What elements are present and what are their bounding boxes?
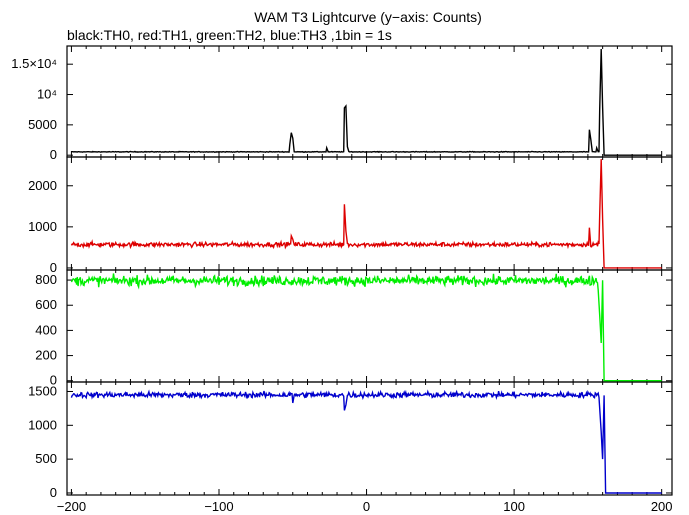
y-tick-label: 0	[50, 147, 57, 162]
panel-th0: 0 5000 10⁴ 1.5×10⁴	[11, 45, 673, 162]
x-tick-label: 100	[503, 499, 525, 514]
series-line-th3	[70, 389, 662, 494]
y-tick-label: 1000	[28, 417, 57, 432]
x-tick-label: −200	[57, 499, 86, 514]
y-tick-label: 400	[35, 322, 57, 337]
panel-frame	[66, 45, 673, 158]
series-line-th0	[71, 48, 662, 156]
y-tick-label: 0	[50, 373, 57, 388]
x-tick-label: −100	[204, 499, 233, 514]
chart-subtitle: black:TH0, red:TH1, green:TH2, blue:TH3 …	[67, 27, 392, 43]
x-tick-label: 0	[363, 499, 370, 514]
y-tick-label: 0	[50, 485, 57, 500]
y-tick-label: 1.5×10⁴	[11, 56, 57, 71]
x-tick-label: 200	[651, 499, 673, 514]
panel-group: 0500010⁴1.5×10⁴0100020000200400600800050…	[11, 45, 673, 514]
panel-th1: 0 1000 2000	[28, 156, 673, 275]
y-tick-label: 0	[50, 260, 57, 275]
panel-frame	[66, 381, 673, 496]
y-tick-label: 600	[35, 297, 57, 312]
panel-th2: 0 200 400 600 800	[35, 269, 673, 388]
series-line-th1	[70, 159, 662, 269]
y-tick-label: 1500	[28, 383, 57, 398]
y-tick-label: 800	[35, 272, 57, 287]
y-tick-label: 1000	[28, 219, 57, 234]
y-tick-label: 500	[35, 451, 57, 466]
series-line-th2	[70, 273, 662, 382]
panel-frame	[66, 156, 673, 271]
y-tick-label: 200	[35, 348, 57, 363]
y-tick-label: 2000	[28, 178, 57, 193]
y-tick-label: 5000	[28, 117, 57, 132]
panel-th3: 0 500 1000 1500	[28, 381, 673, 500]
panel-frame	[66, 269, 673, 383]
chart-title: WAM T3 Lightcurve (y−axis: Counts)	[254, 9, 482, 25]
y-tick-label: 10⁴	[37, 87, 57, 102]
